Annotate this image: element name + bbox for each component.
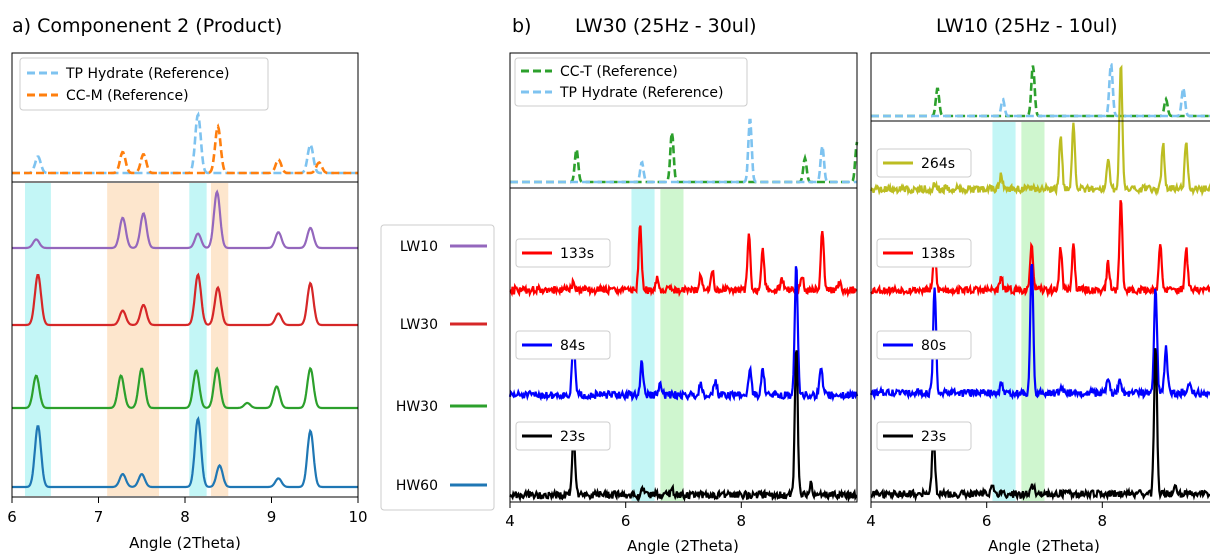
series-line-a-hw60 bbox=[12, 416, 358, 489]
tick-label-b2-8: 8 bbox=[1098, 512, 1108, 530]
inline-legend-label-b_lw10-1: 138s bbox=[921, 246, 955, 262]
title-lw30: LW30 (25Hz - 30ul) bbox=[575, 15, 757, 37]
reference-line-a-1 bbox=[12, 123, 358, 175]
tick-label-a-7: 7 bbox=[94, 508, 104, 526]
reference-plot-b-lw30 bbox=[510, 118, 859, 184]
series-legend-a: LW10 LW30 HW30 HW60 bbox=[380, 224, 495, 511]
highlight-band-a-3 bbox=[210, 183, 229, 496]
inline-legend-label-b_lw10-3: 23s bbox=[921, 429, 946, 445]
panel-a: TP Hydrate (Reference) CC-M (Reference) … bbox=[7, 52, 368, 552]
x-axis-label-b-lw30: Angle (2Theta) bbox=[627, 537, 739, 555]
legend-cc-m-label: CC-M (Reference) bbox=[66, 88, 189, 104]
series-line-a-lw10 bbox=[12, 189, 358, 250]
inline-legend-label-b_lw10-2: 80s bbox=[921, 338, 946, 354]
highlight-band-b_lw30-0 bbox=[631, 189, 655, 501]
series-line-b_lw30-133s bbox=[509, 225, 858, 298]
legend-tp-hydrate-b-label: TP Hydrate (Reference) bbox=[559, 85, 723, 101]
highlight-band-a-0 bbox=[24, 183, 51, 496]
panel-b-lw30: CC-T (Reference) TP Hydrate (Reference) … bbox=[505, 52, 859, 555]
series-line-b_lw10-23s bbox=[870, 348, 1210, 503]
legend-lw10-label: LW10 bbox=[400, 239, 438, 255]
tick-label-b1-6: 6 bbox=[621, 512, 631, 530]
reference-line-b_lw30-0 bbox=[510, 132, 859, 184]
reference-legend-a: TP Hydrate (Reference) CC-M (Reference) bbox=[19, 57, 269, 111]
x-axis-label-b-lw10: Angle (2Theta) bbox=[988, 537, 1100, 555]
series-plot-b-lw30 bbox=[508, 225, 859, 503]
reference-plot-b-lw10 bbox=[871, 63, 1210, 118]
inline-legend-label-b_lw30-0: 133s bbox=[560, 246, 594, 262]
tick-label-a-10: 10 bbox=[348, 508, 367, 526]
reference-plot-a bbox=[12, 111, 358, 175]
tick-label-a-8: 8 bbox=[180, 508, 190, 526]
inline-legend-label-b_lw10-0: 264s bbox=[921, 156, 955, 172]
reference-line-a-0 bbox=[12, 111, 358, 175]
tick-label-b2-6: 6 bbox=[982, 512, 992, 530]
title-panel-b-prefix: b) bbox=[512, 15, 531, 37]
tick-label-b2-4: 4 bbox=[866, 512, 876, 530]
tick-label-a-6: 6 bbox=[7, 508, 17, 526]
series-line-a-lw30 bbox=[12, 272, 358, 327]
tick-label-b1-8: 8 bbox=[737, 512, 747, 530]
x-axis-label-a: Angle (2Theta) bbox=[129, 534, 241, 552]
highlight-band-a-1 bbox=[107, 183, 160, 496]
reference-line-b_lw10-1 bbox=[871, 63, 1210, 118]
reference-line-b_lw10-0 bbox=[871, 65, 1210, 118]
title-lw10: LW10 (25Hz - 10ul) bbox=[936, 15, 1118, 37]
highlight-band-a-2 bbox=[189, 183, 207, 496]
inline-legend-label-b_lw30-1: 84s bbox=[560, 338, 585, 354]
x-axis-a: 6 7 8 9 10 Angle (2Theta) bbox=[7, 497, 368, 552]
inline-legend-label-b_lw30-2: 23s bbox=[560, 429, 585, 445]
series-line-b_lw10-80s bbox=[869, 263, 1210, 401]
series-line-b_lw30-84s bbox=[508, 266, 859, 403]
x-axis-b-lw10: 4 6 8 Angle (2Theta) bbox=[866, 502, 1107, 555]
highlight-band-b_lw30-1 bbox=[660, 189, 684, 501]
legend-cc-t-label: CC-T (Reference) bbox=[560, 64, 678, 80]
series-plot-a bbox=[12, 189, 358, 489]
x-axis-b-lw30: 4 6 8 Angle (2Theta) bbox=[505, 502, 746, 555]
tick-label-b1-4: 4 bbox=[505, 512, 515, 530]
tick-label-a-9: 9 bbox=[267, 508, 277, 526]
series-line-a-hw30 bbox=[12, 366, 358, 410]
bands-a bbox=[24, 183, 229, 496]
reference-legend-b: CC-T (Reference) TP Hydrate (Reference) bbox=[514, 57, 748, 107]
legend-lw30-label: LW30 bbox=[400, 317, 438, 333]
title-panel-a: a) Componenent 2 (Product) bbox=[12, 15, 282, 37]
series-line-b_lw10-264s bbox=[869, 64, 1210, 197]
reference-line-b_lw30-1 bbox=[510, 118, 857, 184]
legend-hw30-label: HW30 bbox=[396, 399, 438, 415]
legend-tp-hydrate-label: TP Hydrate (Reference) bbox=[65, 66, 229, 82]
legend-hw60-label: HW60 bbox=[396, 478, 438, 494]
series-plot-b-lw10 bbox=[869, 64, 1210, 503]
highlight-band-b_lw10-0 bbox=[992, 122, 1016, 501]
series-line-b_lw10-138s bbox=[870, 200, 1210, 299]
panel-b-lw10: 264s 138s 80s 23s 4 6 8 Angle (2Theta) bbox=[866, 52, 1210, 555]
series-line-b_lw30-23s bbox=[509, 350, 858, 503]
